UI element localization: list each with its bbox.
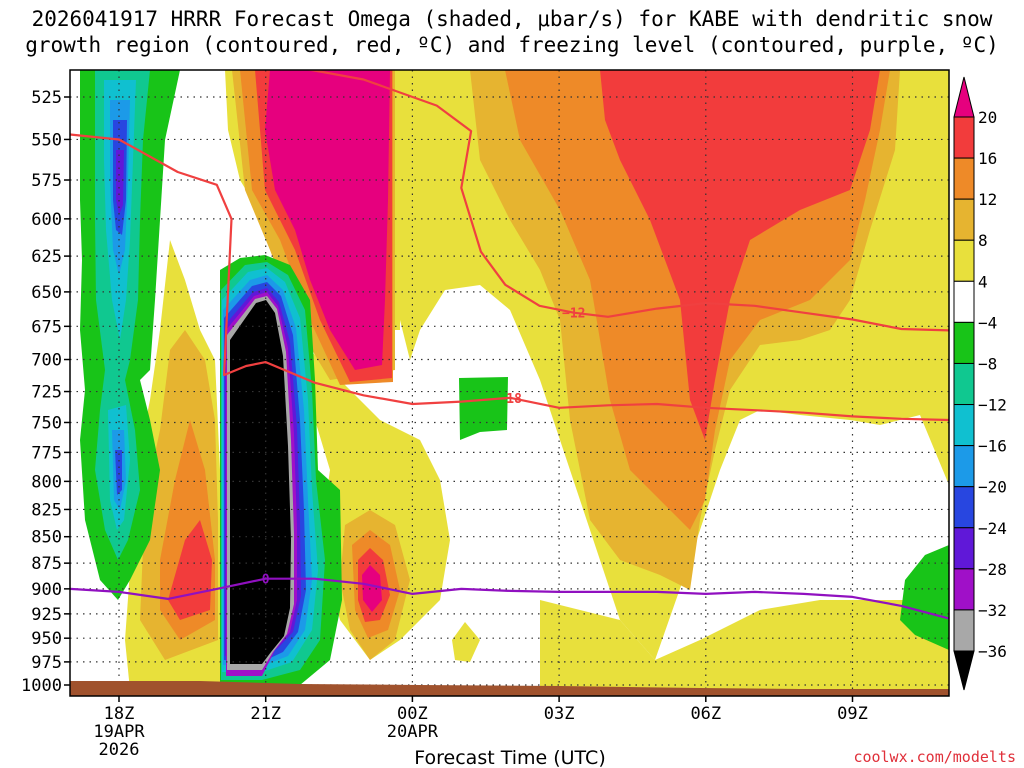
- ground-terrain: [70, 681, 949, 696]
- colorbar-swatch-6: [953, 321, 975, 364]
- y-axis-ticks: 525 550 575 600 625 650 675 700 725 750 775 800 825 8…: [21, 88, 70, 696]
- y-tick-label-725: 725: [31, 383, 62, 403]
- x-tick-label-0-1: 19APR: [93, 722, 145, 742]
- colorbar-swatch-1: [953, 116, 975, 159]
- y-tick-label-900: 900: [31, 580, 62, 600]
- colorbar-swatch-9: [953, 445, 975, 488]
- y-tick-label-950: 950: [31, 629, 62, 649]
- omega-band-black-core: [230, 300, 291, 664]
- x-axis-label: Forecast Time (UTC): [414, 747, 605, 768]
- omega-band-red-right: [600, 70, 880, 440]
- y-tick-label-775: 775: [31, 443, 62, 463]
- colorbar-label-9: −20: [978, 478, 1007, 497]
- colorbar-swatch-2: [953, 157, 975, 200]
- y-tick-label-650: 650: [31, 283, 62, 303]
- plot-area: −18 −12 0: [70, 70, 949, 696]
- x-tick-label-15-0: 09Z: [837, 704, 868, 724]
- x-tick-label-12-0: 06Z: [690, 704, 721, 724]
- colorbar-label-2: 12: [978, 190, 997, 209]
- colorbar-swatch-7: [953, 362, 975, 406]
- colorbar-label-4: 4: [978, 272, 988, 291]
- omega-band-green-blob: [459, 377, 508, 440]
- x-tick-label-6-1: 20APR: [387, 722, 439, 742]
- y-tick-label-525: 525: [31, 88, 62, 108]
- x-tick-label-9-0: 03Z: [544, 704, 575, 724]
- colorbar: 20 16 12 8 4 −4 −8 −12 −16 −20 −24 −28 −32 −36: [953, 76, 1007, 691]
- y-tick-label-600: 600: [31, 210, 62, 230]
- contour-line-2: [70, 577, 949, 620]
- colorbar-label-12: −32: [978, 601, 1007, 620]
- colorbar-label-3: 8: [978, 231, 988, 250]
- gridlines: [70, 70, 949, 696]
- credit-text: coolwx.com/modelts: [853, 748, 1016, 766]
- colorbar-swatch-top: [953, 76, 975, 118]
- y-tick-label-750: 750: [31, 413, 62, 433]
- colorbar-label-7: −12: [978, 396, 1007, 415]
- colorbar-label-8: −16: [978, 437, 1007, 456]
- colorbar-label-1: 16: [978, 149, 997, 168]
- colorbar-label-0: 20: [978, 108, 997, 127]
- y-tick-label-1000: 1000: [21, 676, 62, 696]
- y-tick-label-800: 800: [31, 472, 62, 492]
- x-tick-label-6-0: 00Z: [397, 704, 428, 724]
- y-tick-label-925: 925: [31, 605, 62, 625]
- y-tick-label-825: 825: [31, 500, 62, 520]
- contour-lines: −18 −12 0: [70, 70, 949, 620]
- colorbar-label-5: −4: [978, 313, 997, 332]
- y-tick-label-625: 625: [31, 247, 62, 267]
- y-tick-label-875: 875: [31, 554, 62, 574]
- y-tick-label-850: 850: [31, 528, 62, 548]
- colorbar-label-10: −24: [978, 519, 1007, 538]
- y-tick-label-550: 550: [31, 130, 62, 150]
- x-tick-label-0-0: 18Z: [104, 704, 135, 724]
- contour-label-2: 0: [262, 573, 270, 588]
- contour-line-0: [70, 133, 949, 422]
- y-tick-label-700: 700: [31, 351, 62, 371]
- colorbar-swatch-5: [953, 280, 975, 323]
- omega-band-magenta-top: [265, 70, 390, 370]
- colorbar-swatch-11: [953, 527, 975, 570]
- omega-band-green-blob-right: [900, 545, 949, 650]
- omega-band-indigo-col: [116, 150, 124, 215]
- colorbar-label-13: −36: [978, 642, 1007, 661]
- chart-title-line-1: 2026041917 HRRR Forecast Omega (shaded, …: [32, 7, 993, 31]
- omega-shading: [80, 70, 949, 690]
- chart-title-line-2: growth region (contoured, red, ºC) and f…: [25, 33, 999, 57]
- x-tick-label-3-0: 21Z: [250, 704, 281, 724]
- omega-band-yellow-floor: [540, 600, 949, 690]
- y-tick-label-975: 975: [31, 653, 62, 673]
- plot-frame: [69, 69, 950, 697]
- colorbar-swatch-12: [953, 568, 975, 611]
- colorbar-swatch-10: [953, 486, 975, 529]
- colorbar-swatch-3: [953, 198, 975, 241]
- omega-band-magenta-lower: [362, 565, 382, 612]
- contour-label-1: −12: [562, 307, 585, 322]
- contour-label-0: −18: [498, 392, 522, 407]
- y-tick-label-675: 675: [31, 317, 62, 337]
- omega-band-blue-col: [113, 120, 127, 495]
- omega-band-red-left: [168, 520, 212, 620]
- y-tick-label-575: 575: [31, 171, 62, 191]
- colorbar-swatch-bottom: [953, 650, 975, 691]
- omega-band-yellow-dot: [452, 622, 480, 662]
- colorbar-label-6: −8: [978, 354, 997, 373]
- contour-line-1: [305, 70, 949, 332]
- colorbar-swatch-4: [953, 239, 975, 282]
- colorbar-swatch-8: [953, 404, 975, 447]
- x-tick-label-0-2: 2026: [99, 740, 140, 760]
- colorbar-label-11: −28: [978, 560, 1007, 579]
- colorbar-swatch-13: [953, 609, 975, 652]
